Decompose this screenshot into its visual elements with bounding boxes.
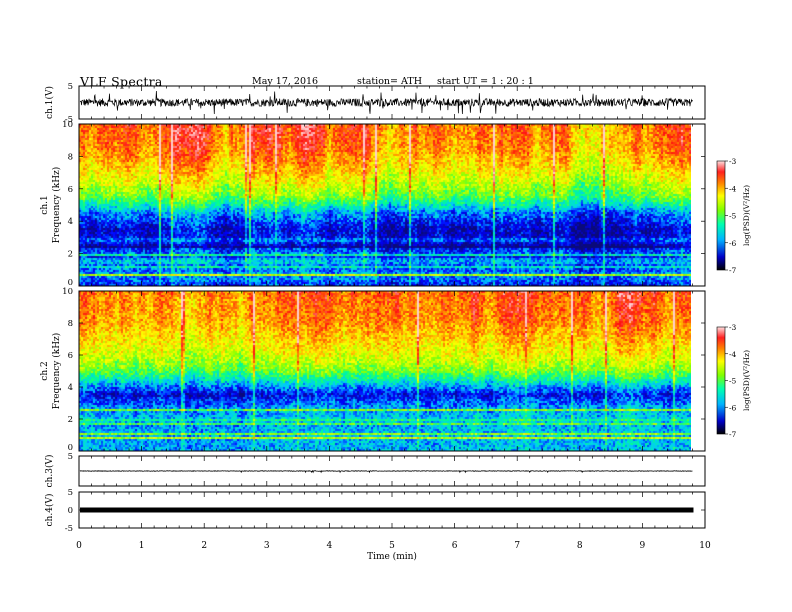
ch1-spectrogram-ylabel: Frequency (kHz) [51, 167, 62, 244]
ch3-waveform-trace [79, 469, 693, 474]
ch2-spectrogram-y-tick-label: 4 [68, 383, 73, 393]
ch2-spectrogram-y-tick-label: 0 [68, 443, 73, 453]
ch3-waveform-ylabel: ch.3(V) [44, 455, 55, 488]
x-tick-label: 10 [699, 541, 711, 551]
ch1-colorbar-tick-label: -4 [729, 184, 737, 193]
x-tick-label: 9 [640, 541, 646, 551]
ch2-spectrogram-y-tick-label: 6 [68, 351, 73, 361]
x-tick-label: 8 [577, 541, 583, 551]
ch1-colorbar-tick-label: -5 [729, 212, 737, 221]
ch1-spectrogram-y-tick-label: 10 [62, 120, 73, 130]
ch1-colorbar-tick-label: -6 [729, 239, 737, 248]
ch1-waveform-ylabel: ch.1(V) [44, 86, 55, 119]
ch2-colorbar-tick-label: -3 [729, 323, 737, 332]
station-label: station= ATH [357, 76, 422, 87]
ch1-colorbar-tick-label: -3 [729, 157, 737, 166]
x-tick-label: 2 [201, 541, 207, 551]
ch1-colorbar [716, 160, 726, 271]
ch3-waveform-y-tick-label: 5 [68, 452, 73, 462]
ch2-colorbar-label: log(PSD)(V²/Hz) [742, 350, 751, 411]
ch2-colorbar-tick-label: -4 [729, 350, 737, 359]
ch4-waveform-y-tick-label: -5 [65, 524, 73, 534]
ch1-spectrogram-y-tick-label: 6 [68, 185, 73, 195]
ch1-spectrogram-y-tick-label: 2 [68, 250, 73, 260]
ch4-waveform-y-tick-label: 0 [68, 506, 73, 516]
ch2-spectrogram-y-tick-label: 8 [68, 319, 73, 329]
ch2-colorbar [716, 326, 726, 435]
x-tick-label: 4 [327, 541, 333, 551]
ch1-spectrogram-y-tick-label: 8 [68, 152, 73, 162]
x-axis-label: Time (min) [367, 551, 417, 562]
ch2-spectrogram-channel-label: ch.2 [40, 361, 50, 380]
x-tick-label: 0 [76, 541, 82, 551]
ch2-spectrogram-y-tick-label: 2 [68, 415, 73, 425]
ch4-waveform-ylabel: ch.4(V) [44, 494, 55, 527]
x-tick-label: 7 [514, 541, 520, 551]
x-tick-label: 3 [264, 541, 270, 551]
figure-title: VLF Spectra [80, 74, 163, 89]
ch2-colorbar-tick-label: -7 [729, 430, 737, 439]
ch2-spectrogram-ylabel: Frequency (kHz) [51, 333, 62, 410]
ch1-spectrogram-image [79, 124, 691, 286]
x-tick-label: 6 [452, 541, 458, 551]
ch4-waveform-trace [80, 507, 694, 513]
ch2-colorbar-tick-label: -6 [729, 403, 737, 412]
ch2-spectrogram-y-tick-label: 10 [62, 287, 73, 297]
ch4-waveform-y-tick-label: 5 [68, 488, 73, 498]
ch1-waveform-y-tick-label: -5 [65, 115, 73, 125]
ch1-colorbar-label: log(PSD)(V²/Hz) [742, 185, 751, 246]
ch1-waveform-trace [79, 91, 693, 115]
ch2-spectrogram-image [79, 291, 691, 451]
ch1-spectrogram-y-tick-label: 0 [68, 278, 73, 288]
ch1-spectrogram-channel-label: ch.1 [40, 195, 50, 214]
ch1-waveform-y-tick-label: 5 [68, 82, 73, 92]
x-tick-label: 5 [389, 541, 395, 551]
ch1-spectrogram-y-tick-label: 4 [68, 217, 73, 227]
ch1-colorbar-tick-label: -7 [729, 266, 737, 275]
ch2-colorbar-tick-label: -5 [729, 377, 737, 386]
start-ut-label: start UT = 1 : 20 : 1 [437, 76, 534, 87]
x-tick-label: 1 [139, 541, 145, 551]
recording-date: May 17, 2016 [252, 76, 319, 87]
